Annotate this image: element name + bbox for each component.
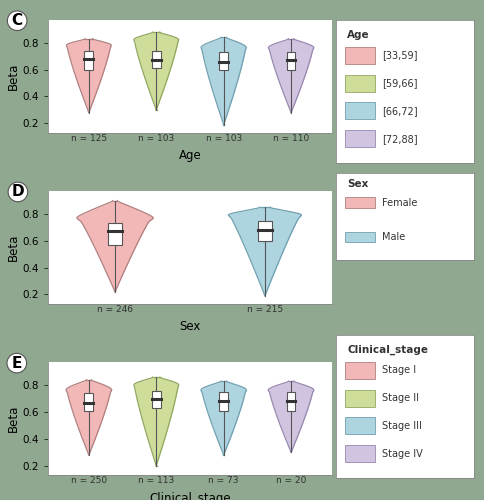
Bar bbox=[345, 102, 375, 120]
Text: [59,66]: [59,66] bbox=[382, 78, 417, 88]
Bar bbox=[345, 418, 375, 434]
Text: n = 215: n = 215 bbox=[247, 305, 283, 314]
Text: n = 103: n = 103 bbox=[206, 134, 242, 143]
Bar bbox=[345, 390, 375, 406]
Text: n = 20: n = 20 bbox=[276, 476, 306, 486]
Text: C: C bbox=[12, 13, 23, 28]
Bar bbox=[152, 51, 161, 68]
Bar bbox=[152, 390, 161, 408]
Bar bbox=[108, 224, 121, 245]
Bar bbox=[345, 130, 375, 147]
Bar bbox=[287, 52, 295, 70]
Bar bbox=[258, 220, 272, 241]
Text: n = 113: n = 113 bbox=[138, 476, 174, 486]
Bar bbox=[345, 74, 375, 92]
Bar bbox=[345, 198, 375, 208]
X-axis label: Sex: Sex bbox=[179, 320, 201, 334]
Text: Clinical_stage: Clinical_stage bbox=[348, 345, 428, 355]
Text: E: E bbox=[12, 356, 22, 370]
Bar bbox=[219, 52, 228, 70]
Y-axis label: Beta: Beta bbox=[7, 62, 20, 90]
Text: n = 103: n = 103 bbox=[138, 134, 174, 143]
Text: n = 246: n = 246 bbox=[97, 305, 133, 314]
Text: Stage III: Stage III bbox=[382, 421, 422, 431]
Text: [72,88]: [72,88] bbox=[382, 134, 418, 143]
Bar bbox=[345, 46, 375, 64]
Text: Age: Age bbox=[348, 30, 370, 40]
Bar bbox=[345, 362, 375, 379]
Text: Stage II: Stage II bbox=[382, 393, 419, 403]
Text: Male: Male bbox=[382, 232, 405, 242]
X-axis label: Clinical_stage: Clinical_stage bbox=[149, 492, 231, 500]
Text: Stage IV: Stage IV bbox=[382, 448, 423, 458]
Bar bbox=[287, 392, 295, 410]
Y-axis label: Beta: Beta bbox=[7, 405, 20, 432]
Text: Stage I: Stage I bbox=[382, 366, 416, 376]
X-axis label: Age: Age bbox=[179, 150, 201, 162]
Text: n = 73: n = 73 bbox=[209, 476, 239, 486]
Bar bbox=[345, 232, 375, 242]
Text: n = 250: n = 250 bbox=[71, 476, 107, 486]
Bar bbox=[85, 51, 93, 70]
Text: [33,59]: [33,59] bbox=[382, 50, 417, 60]
Text: Sex: Sex bbox=[348, 178, 369, 188]
Text: [66,72]: [66,72] bbox=[382, 106, 418, 116]
Bar bbox=[345, 445, 375, 462]
Bar bbox=[219, 392, 228, 410]
Bar bbox=[85, 393, 93, 410]
Text: n = 110: n = 110 bbox=[273, 134, 309, 143]
Y-axis label: Beta: Beta bbox=[7, 234, 20, 261]
Text: n = 125: n = 125 bbox=[71, 134, 107, 143]
Text: D: D bbox=[12, 184, 24, 200]
Text: Female: Female bbox=[382, 198, 417, 207]
